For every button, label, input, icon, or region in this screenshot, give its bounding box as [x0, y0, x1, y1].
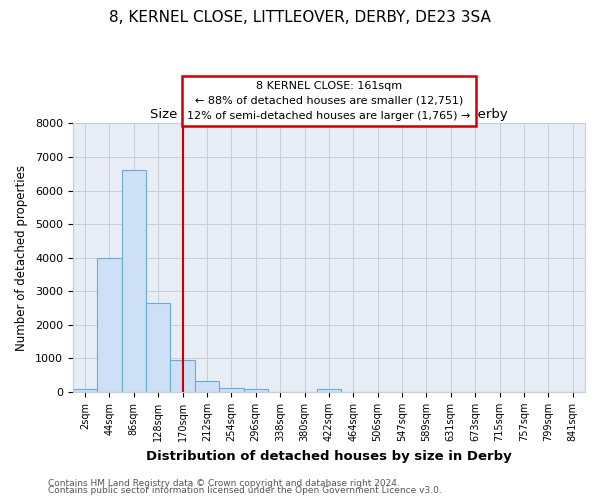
- Text: Contains HM Land Registry data © Crown copyright and database right 2024.: Contains HM Land Registry data © Crown c…: [48, 478, 400, 488]
- Bar: [170, 360, 195, 392]
- Text: 8 KERNEL CLOSE: 161sqm
← 88% of detached houses are smaller (12,751)
12% of semi: 8 KERNEL CLOSE: 161sqm ← 88% of detached…: [187, 81, 470, 121]
- Text: Contains public sector information licensed under the Open Government Licence v3: Contains public sector information licen…: [48, 486, 442, 495]
- Text: 8, KERNEL CLOSE, LITTLEOVER, DERBY, DE23 3SA: 8, KERNEL CLOSE, LITTLEOVER, DERBY, DE23…: [109, 10, 491, 25]
- X-axis label: Distribution of detached houses by size in Derby: Distribution of detached houses by size …: [146, 450, 512, 462]
- Bar: [73, 390, 97, 392]
- Bar: [122, 170, 146, 392]
- Bar: [97, 258, 122, 392]
- Bar: [195, 381, 219, 392]
- Bar: [219, 388, 244, 392]
- Bar: [244, 390, 268, 392]
- Y-axis label: Number of detached properties: Number of detached properties: [15, 164, 28, 350]
- Title: Size of property relative to detached houses in Derby: Size of property relative to detached ho…: [150, 108, 508, 121]
- Bar: [146, 303, 170, 392]
- Bar: [317, 390, 341, 392]
